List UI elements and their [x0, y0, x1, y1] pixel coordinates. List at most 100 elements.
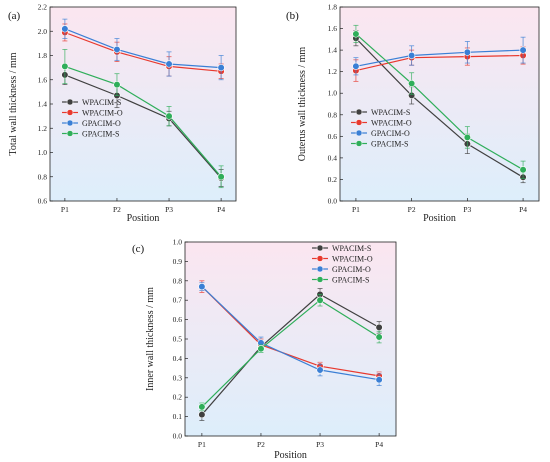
series-line — [64, 28, 222, 69]
series-gpacim-o — [352, 36, 527, 76]
data-point — [375, 376, 383, 384]
x-axis-label: Position — [274, 450, 307, 461]
legend-label: GPACIM-S — [371, 140, 409, 149]
chart-panel-2: 0.0 0.2 0.4 0.6 0.8 1.0 1.2 1.4 1.6 1.8 P1 P2 P3 P4 Po… — [286, 3, 540, 224]
data-point — [408, 51, 416, 60]
y-tick-label: 0.3 — [173, 373, 183, 382]
y-tick-label: 0.9 — [173, 257, 183, 266]
legend-label: WPACIM-S — [82, 98, 121, 107]
legend-label: WPACIM-S — [371, 108, 410, 117]
x-tick-label: P3 — [316, 440, 324, 449]
data-point — [352, 30, 360, 38]
y-tick-label: 0.8 — [38, 172, 48, 181]
y-tick-label: 1.8 — [328, 3, 338, 12]
y-tick-label: 0.6 — [38, 197, 48, 206]
legend-label: GPACIM-O — [332, 265, 371, 274]
data-point — [198, 411, 206, 419]
y-tick-label: 0.0 — [328, 197, 338, 206]
chart-panel-3: 0.0 0.1 0.2 0.3 0.4 0.5 0.6 0.7 0.8 0.9 1.0 P1 P2 P3 P… — [132, 238, 397, 461]
legend-marker — [316, 276, 324, 283]
y-tick-label: 0.4 — [173, 354, 183, 363]
y-tick-label: 1.4 — [38, 100, 48, 109]
data-point — [519, 46, 527, 54]
y-tick-label: 1.0 — [328, 89, 338, 98]
series-line — [64, 65, 222, 178]
series-line — [355, 33, 524, 171]
x-axis-label: Position — [423, 213, 456, 224]
series-line — [355, 49, 524, 67]
series-gpacim-o — [61, 18, 225, 81]
series-gpacim-s — [352, 24, 527, 179]
y-tick-label: 1.6 — [328, 24, 338, 33]
series-line — [64, 31, 222, 72]
legend-label: GPACIM-S — [82, 130, 120, 139]
y-tick-label: 0.6 — [173, 315, 183, 324]
plot-background — [185, 242, 396, 436]
data-point — [463, 133, 471, 142]
x-tick-label: P1 — [61, 205, 69, 214]
data-point — [198, 283, 206, 291]
series-gpacim-s — [61, 49, 225, 189]
y-tick-label: 2.2 — [38, 3, 48, 12]
series-gpacim-s — [198, 293, 383, 412]
legend-marker — [66, 98, 74, 106]
y-axis-label: Total wall thickness / mm — [8, 52, 19, 155]
series-line — [355, 37, 524, 178]
data-point — [519, 166, 527, 174]
series-line — [201, 286, 380, 377]
y-tick-label: 1.4 — [328, 46, 338, 55]
y-tick-label: 0.7 — [173, 296, 183, 305]
legend-label: WPACIM-O — [82, 109, 123, 118]
y-tick-label: 0.8 — [328, 110, 338, 119]
chart-panel-1: 0.6 0.8 1.0 1.2 1.4 1.6 1.8 2.0 2.2 P1 P2 P3 P4 Posit… — [8, 3, 237, 224]
y-tick-label: 0.0 — [173, 432, 183, 441]
legend-marker — [66, 130, 74, 137]
x-tick-label: P1 — [198, 440, 206, 449]
x-tick-label: P4 — [519, 205, 527, 214]
y-tick-label: 1.8 — [38, 51, 48, 60]
data-point — [217, 173, 225, 181]
legend-marker — [66, 119, 74, 127]
x-tick-label: P1 — [352, 205, 360, 214]
x-tick-label: P3 — [463, 205, 471, 214]
legend-label: GPACIM-S — [332, 276, 370, 285]
x-axis-label: Position — [127, 213, 160, 224]
x-tick-label: P2 — [113, 205, 121, 214]
y-tick-label: 0.6 — [328, 132, 338, 141]
y-tick-label: 0.2 — [328, 175, 338, 184]
legend-label: WPACIM-S — [332, 244, 371, 253]
y-tick-label: 0.8 — [173, 276, 183, 285]
y-tick-label: 1.0 — [173, 238, 183, 247]
legend-marker — [355, 119, 363, 126]
plot-background — [50, 7, 236, 201]
y-tick-label: 0.1 — [173, 412, 183, 421]
series-line — [201, 299, 380, 408]
legend-label: GPACIM-O — [371, 129, 410, 138]
data-point — [198, 403, 206, 411]
data-point — [113, 45, 121, 54]
legend-marker — [355, 129, 363, 137]
plot-frame — [339, 6, 540, 202]
series-line — [201, 293, 380, 416]
data-point — [61, 62, 69, 71]
x-tick-label: P2 — [408, 205, 416, 214]
panel-label: (a) — [8, 10, 21, 22]
data-point — [257, 345, 265, 353]
y-axis-label: Inner wall thickness / mm — [145, 287, 156, 391]
x-tick-label: P4 — [217, 205, 225, 214]
panel-label: (c) — [132, 243, 145, 255]
y-tick-label: 2.0 — [38, 27, 48, 36]
data-point — [316, 366, 324, 374]
legend-marker — [316, 255, 324, 262]
legend-marker — [66, 109, 74, 116]
x-tick-label: P4 — [375, 440, 383, 449]
legend-label: GPACIM-O — [82, 119, 121, 128]
data-point — [61, 25, 69, 33]
data-point — [375, 333, 383, 341]
data-point — [352, 62, 360, 70]
legend-marker — [316, 244, 324, 252]
y-tick-label: 0.5 — [173, 335, 183, 344]
